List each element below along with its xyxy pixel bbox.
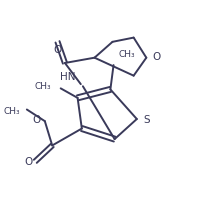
Text: CH₃: CH₃ [4, 107, 21, 116]
Text: O: O [152, 52, 160, 62]
Text: CH₃: CH₃ [34, 82, 51, 91]
Text: S: S [143, 115, 150, 125]
Text: CH₃: CH₃ [119, 50, 135, 59]
Text: O: O [24, 157, 32, 167]
Text: HN: HN [60, 72, 76, 82]
Text: O: O [33, 115, 41, 125]
Text: O: O [54, 45, 62, 55]
